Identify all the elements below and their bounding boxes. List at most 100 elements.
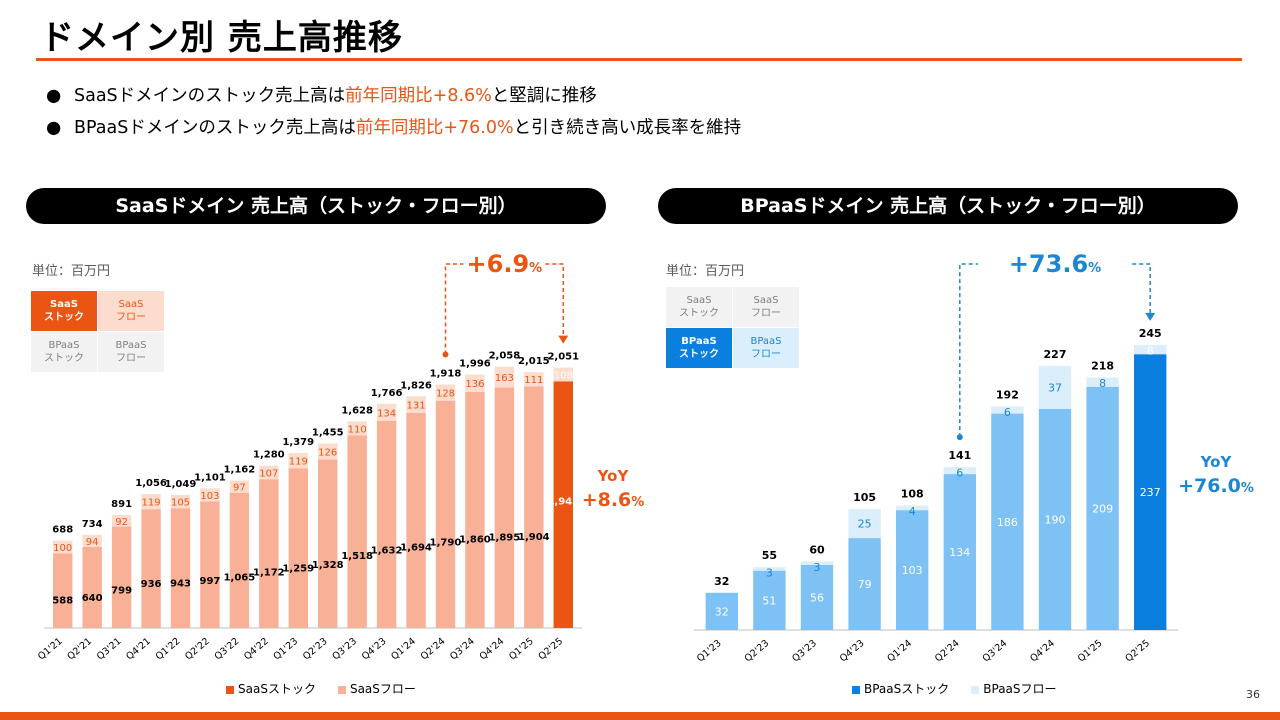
flow-value-label: 110	[348, 424, 367, 435]
stock-value-label: 1,065	[224, 573, 256, 584]
category-tick-label: Q2'25	[1123, 638, 1152, 665]
stock-value-label: 1,860	[459, 534, 491, 545]
stock-value-label: 103	[902, 564, 923, 577]
bar-stock	[347, 435, 367, 628]
bar-stock	[229, 492, 250, 628]
category-tick-label: Q1'21	[36, 636, 65, 663]
stock-value-label: 936	[141, 579, 162, 590]
page-title: ドメイン別 売上高推移	[40, 18, 403, 58]
category-tick-label: Q3'24	[981, 638, 1010, 665]
bullet-dot-icon: ●	[46, 118, 62, 138]
bar-flow	[200, 488, 220, 502]
stock-value-label: 1,790	[430, 538, 462, 549]
summary-bullets: ● SaaSドメインのストック売上高は前年同期比+8.6%と堅調に推移 ● BPaa…	[46, 80, 741, 144]
category-tick-label: Q4'24	[1028, 638, 1057, 665]
stock-value-label: 1,518	[341, 551, 373, 562]
total-value-label: 1,996	[459, 359, 491, 370]
legend-cell-bpaas-flow: BPaaS フロー	[732, 327, 800, 369]
bar-flow	[943, 467, 976, 475]
legend-bpaas-flow: BPaaSフロー	[971, 680, 1057, 697]
bpaas-chart-title: BPaaSドメイン 売上高（ストック・フロー別）	[658, 188, 1238, 224]
total-value-label: 1,918	[430, 368, 462, 379]
total-value-label: 192	[996, 389, 1019, 402]
category-tick-label: Q1'24	[885, 638, 914, 665]
saas-unit-label: 単位：百万円	[32, 264, 111, 279]
category-tick-label: Q1'24	[389, 636, 418, 663]
bar-stock	[943, 474, 976, 630]
bar-flow	[1086, 377, 1119, 387]
saas-series-legend: SaaSストック SaaSフロー	[226, 680, 416, 697]
stock-value-label: 1,632	[371, 545, 403, 556]
bullet-bpaas-pre: BPaaSドメインのストック売上高は	[74, 118, 356, 138]
stock-value-label: 134	[949, 546, 970, 559]
bar-flow	[1038, 365, 1072, 409]
bullet-dot-icon: ●	[46, 86, 62, 106]
stock-value-label: 1,694	[400, 542, 432, 553]
bar-stock	[753, 570, 786, 630]
growth-callout-label: +6.9%	[467, 250, 543, 278]
bar-flow	[553, 367, 573, 382]
flow-value-label: 92	[115, 517, 128, 528]
stock-value-label: 237	[1140, 486, 1161, 499]
total-value-label: 105	[853, 491, 876, 504]
bpaas-yoy: YoY +76.0%	[1176, 450, 1256, 501]
flow-value-label: 105	[171, 498, 190, 509]
bar-stock	[318, 459, 338, 628]
total-value-label: 1,826	[400, 380, 432, 391]
bar-flow	[896, 505, 929, 511]
flow-value-label: 119	[289, 457, 308, 468]
total-value-label: 734	[82, 519, 103, 530]
bpaas-legend-table: SaaS ストック SaaS フロー BPaaS ストック BPaaS フロー	[665, 286, 800, 369]
stock-value-label: 943	[170, 579, 191, 590]
legend-cell-bpaas-stock: BPaaS ストック	[665, 327, 733, 369]
footer-bar	[0, 712, 1280, 720]
bar-stock	[494, 387, 515, 628]
category-tick-label: Q1'25	[507, 636, 536, 663]
category-tick-label: Q3'23	[790, 638, 819, 665]
bar-stock	[435, 400, 456, 628]
bar-stock	[53, 553, 73, 628]
legend-cell-saas-flow: SaaS フロー	[732, 286, 800, 328]
total-value-label: 891	[111, 499, 132, 510]
bar-stock	[406, 412, 426, 628]
total-value-label: 55	[762, 549, 777, 562]
bar-flow	[465, 374, 485, 392]
bar-stock	[170, 508, 191, 628]
bar-stock	[111, 526, 132, 628]
bar-stock	[705, 592, 738, 630]
legend-cell-saas-stock: SaaS ストック	[665, 286, 733, 328]
flow-value-label: 108	[554, 370, 573, 381]
bar-flow	[141, 494, 161, 510]
stock-value-label: 588	[52, 596, 73, 607]
legend-bpaas-stock: BPaaSストック	[852, 680, 949, 697]
bar-flow	[991, 406, 1024, 414]
page-number: 36	[1246, 688, 1260, 701]
total-value-label: 1,056	[135, 478, 167, 489]
flow-value-label: 119	[142, 498, 161, 509]
flow-value-label: 111	[524, 375, 543, 386]
stock-value-label: 56	[810, 591, 824, 604]
category-tick-label: Q4'22	[242, 636, 271, 663]
stock-value-label: 1,172	[253, 567, 285, 578]
saas-stacked-bar-chart: 588 100 688 Q1'21 640 94 734 Q2'21 799 92 891 Q3'21…	[36, 250, 582, 663]
flow-value-label: 25	[858, 518, 872, 531]
bar-stock	[82, 546, 102, 628]
total-value-label: 1,162	[224, 464, 256, 475]
category-tick-label: Q1'25	[1076, 638, 1105, 665]
legend-saas-flow: SaaSフロー	[337, 680, 416, 697]
legend-saas-stock: SaaSストック	[226, 680, 316, 697]
category-tick-label: Q4'23	[838, 638, 867, 665]
total-value-label: 1,379	[282, 437, 314, 448]
stock-value-label: 190	[1045, 513, 1066, 526]
bar-stock	[465, 391, 485, 628]
bar-stock	[524, 386, 544, 628]
total-value-label: 108	[901, 487, 924, 500]
category-tick-label: Q2'25	[537, 636, 566, 663]
bar-stock	[200, 501, 220, 628]
bar-flow	[229, 480, 250, 493]
flow-value-label: 163	[495, 373, 514, 384]
callout-start-dot	[442, 351, 449, 358]
bpaas-series-legend: BPaaSストック BPaaSフロー	[852, 680, 1057, 697]
bar-stock	[553, 381, 573, 628]
saas-yoy-label: YoY	[597, 467, 629, 485]
